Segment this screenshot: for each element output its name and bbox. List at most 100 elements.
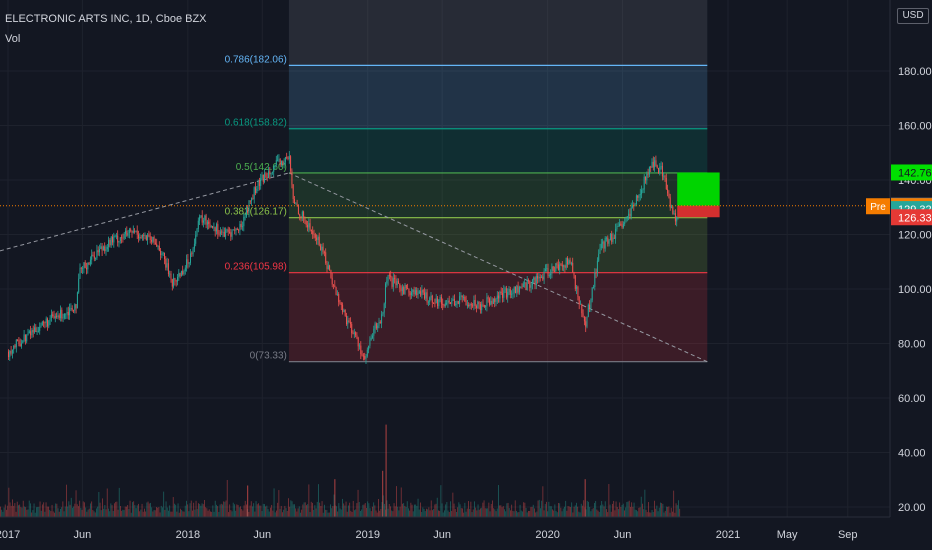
volume-bar — [642, 503, 643, 517]
currency-button[interactable]: USD — [897, 8, 929, 24]
volume-bar — [112, 511, 114, 517]
volume-bar — [81, 509, 83, 517]
candle-body — [456, 301, 458, 304]
volume-bar — [67, 506, 69, 517]
candle-body — [508, 288, 510, 293]
candle-body — [615, 229, 617, 239]
volume-bar — [643, 509, 645, 517]
y-tick-label: 120.00 — [898, 230, 932, 242]
volume-bar — [292, 504, 294, 517]
candle-body — [70, 308, 72, 309]
candle-body — [19, 343, 21, 347]
candle-body — [426, 292, 428, 303]
volume-bar — [64, 506, 66, 517]
candle-body — [321, 246, 323, 251]
candle-body — [638, 195, 640, 198]
volume-bar — [462, 508, 463, 517]
volume-bar — [637, 511, 639, 517]
volume-bar — [147, 501, 149, 517]
candle-body — [206, 221, 208, 225]
volume-bar — [276, 510, 277, 517]
candle-body — [243, 216, 245, 227]
candle-body — [400, 288, 402, 292]
volume-bar — [1, 509, 3, 517]
volume-bar — [368, 503, 370, 517]
candle-body — [593, 286, 594, 288]
volume-bar — [475, 507, 477, 517]
volume-indicator-label[interactable]: Vol — [5, 33, 21, 45]
volume-bar — [198, 503, 199, 517]
volume-bar — [294, 504, 295, 517]
volume-bar — [21, 507, 23, 517]
volume-bar — [476, 510, 478, 517]
volume-bar — [98, 491, 100, 517]
candle-body — [56, 316, 58, 318]
volume-bar — [130, 512, 132, 517]
volume-bar — [664, 510, 666, 517]
volume-bar — [235, 510, 237, 517]
candle-body — [543, 271, 545, 280]
candle-body — [362, 355, 364, 357]
candle-body — [552, 266, 554, 271]
candle-body — [405, 284, 407, 289]
candle-body — [148, 234, 150, 237]
candle-body — [660, 165, 662, 168]
candle-body — [450, 302, 451, 304]
volume-bar — [231, 511, 233, 517]
candle-body — [91, 254, 93, 260]
candle-body — [27, 333, 29, 336]
volume-spike — [385, 424, 387, 517]
candle-body — [496, 295, 498, 299]
volume-bar — [10, 505, 12, 517]
volume-bar — [104, 504, 106, 517]
candle-body — [209, 223, 211, 227]
volume-bar — [224, 501, 226, 517]
volume-bar — [660, 502, 661, 517]
volume-bar — [15, 511, 17, 517]
volume-bar — [308, 484, 310, 517]
volume-bar — [456, 511, 457, 517]
volume-bar — [180, 508, 181, 517]
volume-bar — [416, 505, 418, 517]
volume-bar — [106, 488, 108, 517]
candle-body — [87, 262, 89, 270]
volume-bar — [532, 504, 534, 517]
volume-bar — [501, 507, 503, 517]
volume-bar — [103, 508, 105, 517]
candle-body — [399, 283, 401, 289]
volume-bar — [669, 512, 671, 517]
volume-bar — [490, 503, 492, 517]
volume-bar — [128, 508, 130, 517]
candle-body — [249, 200, 251, 202]
volume-bar — [320, 505, 322, 517]
volume-bar — [206, 508, 208, 517]
volume-bar — [290, 500, 292, 517]
volume-bar — [496, 508, 498, 517]
volume-bar — [97, 506, 99, 517]
volume-bar — [220, 503, 222, 517]
volume-bar — [188, 511, 190, 517]
candle-body — [609, 234, 611, 241]
volume-bar — [208, 509, 210, 517]
volume-bar — [86, 511, 88, 517]
volume-bar — [676, 505, 678, 517]
volume-bar — [309, 511, 311, 517]
volume-bar — [358, 502, 360, 517]
candle-body — [327, 265, 329, 269]
volume-bar — [118, 487, 120, 517]
volume-bar — [32, 510, 34, 517]
candle-body — [171, 279, 173, 287]
candle-body — [364, 355, 366, 359]
candle-body — [132, 230, 134, 233]
candle-body — [624, 222, 626, 224]
volume-bar — [342, 498, 343, 517]
volume-bar — [319, 502, 321, 517]
symbol-title[interactable]: ELECTRONIC ARTS INC, 1D, Cboe BZX — [5, 13, 207, 25]
candle-body — [178, 273, 180, 277]
volume-bar — [70, 497, 72, 517]
candle-body — [318, 236, 320, 246]
volume-bar — [445, 504, 447, 517]
candle-body — [505, 288, 507, 298]
volume-bar — [177, 503, 179, 517]
